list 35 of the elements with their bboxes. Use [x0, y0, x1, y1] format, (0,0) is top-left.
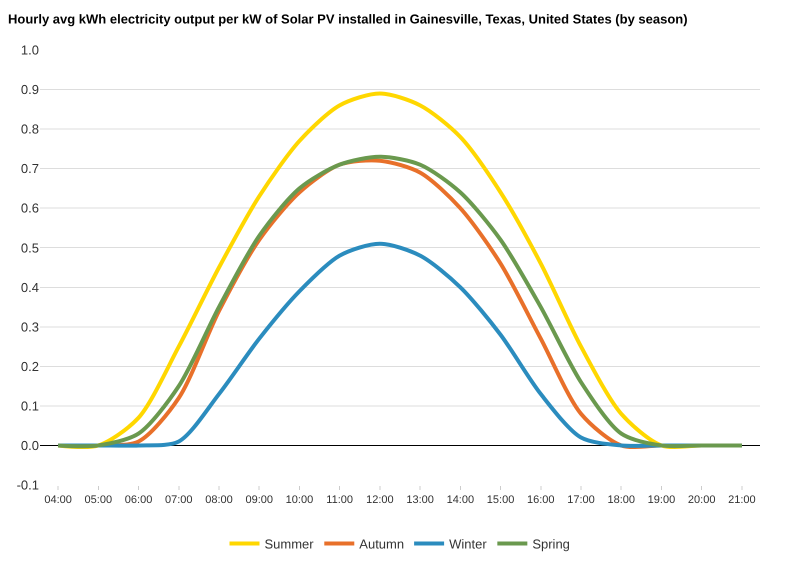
y-tick-label: 0.1: [20, 398, 39, 414]
x-tick-label: 17:00: [567, 494, 595, 506]
x-tick-label: 09:00: [245, 494, 273, 506]
legend-label: Spring: [532, 536, 570, 552]
y-tick-label: 0.2: [20, 358, 39, 374]
y-tick-label: 0.0: [20, 438, 39, 453]
x-tick-label: 20:00: [688, 494, 716, 506]
x-tick-label: 16:00: [527, 494, 555, 506]
x-tick-label: 04:00: [44, 494, 72, 506]
x-tick-label: 05:00: [84, 494, 112, 506]
legend-label: Winter: [449, 536, 488, 552]
y-tick-label: 0.5: [20, 240, 39, 256]
legend-label: Autumn: [359, 536, 404, 552]
x-tick-label: 14:00: [446, 494, 474, 506]
y-tick-label: 0.7: [20, 161, 39, 176]
chart-title: Hourly avg kWh electricity output per kW of Solar PV installed in Gainesville, Texas, United States (by season): [8, 11, 688, 26]
y-tick-label: 0.4: [20, 280, 39, 295]
y-tick-label: -0.1: [16, 478, 39, 493]
x-tick-label: 08:00: [205, 494, 233, 506]
x-tick-label: 21:00: [728, 494, 756, 506]
x-tick-label: 06:00: [124, 494, 152, 506]
x-tick-label: 11:00: [326, 494, 354, 506]
x-tick-label: 18:00: [607, 494, 635, 506]
y-tick-label: 1.0: [20, 42, 39, 58]
x-tick-label: 13:00: [406, 494, 434, 506]
x-tick-label: 12:00: [366, 494, 394, 506]
x-tick-label: 07:00: [165, 494, 193, 506]
y-tick-label: 0.3: [20, 319, 39, 334]
x-tick-label: 19:00: [648, 494, 676, 506]
y-tick-label: 0.9: [20, 82, 39, 98]
x-tick-label: 10:00: [286, 494, 314, 506]
y-tick-label: 0.6: [20, 200, 39, 216]
x-tick-label: 15:00: [486, 494, 514, 506]
legend-label: Summer: [264, 536, 314, 552]
y-tick-label: 0.8: [20, 122, 39, 137]
